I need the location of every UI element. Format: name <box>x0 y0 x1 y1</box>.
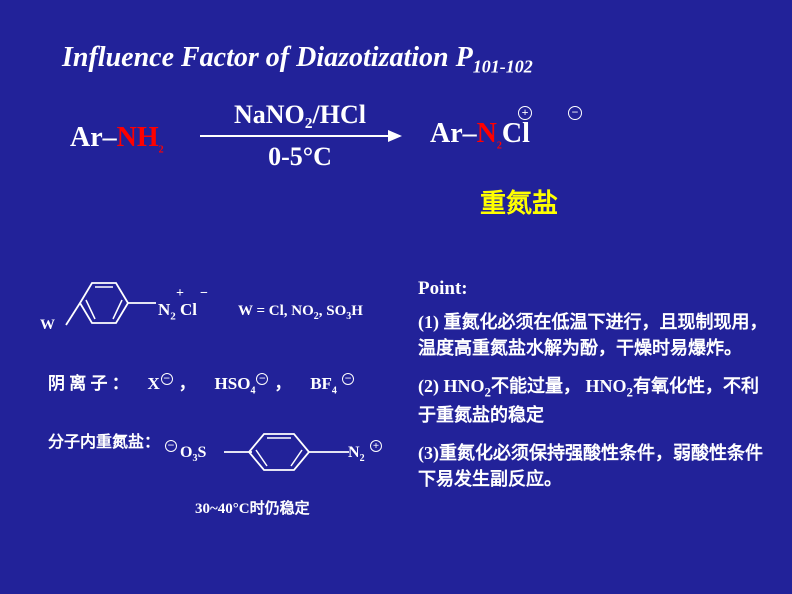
sulfonate-group: − O3S <box>180 444 206 464</box>
n2-plus-charge: + <box>176 286 184 302</box>
minus-charge-icon: − <box>165 440 177 452</box>
reactant: Ar–NH2 <box>70 122 164 156</box>
product: Ar–N2Cl <box>430 118 530 152</box>
nh2-group: NH2 <box>117 122 164 153</box>
anion-list: 阴 离 子 ： X−， HSO4−， BF4 − <box>48 369 410 396</box>
x-anion: X− <box>148 374 173 393</box>
points-header: Point: <box>418 275 773 303</box>
reagent-top: NaNO₂/HCl <box>210 100 390 130</box>
point-3: (3)重氮化必须保持强酸性条件，弱酸性条件下易发生副反应。 <box>418 440 773 492</box>
bf4-anion: BF4 − <box>310 374 354 393</box>
stability-note: 30~40°C时仍稳定 <box>195 497 410 518</box>
intra-salt-label: 分子内重氮盐： <box>48 428 160 452</box>
title-main: Influence Factor of Diazotization P <box>62 42 473 73</box>
slide-title: Influence Factor of Diazotization P101-1… <box>62 42 533 78</box>
w-definition: W = Cl, NO2, SO3H <box>238 303 363 322</box>
key-points: Point: (1) 重氮化必须在低温下进行，且现制现用，温度高重氮盐水解为酚，… <box>418 275 773 504</box>
negative-charge-icon: − <box>568 106 582 120</box>
point-1: (1) 重氮化必须在低温下进行，且现制现用，温度高重氮盐水解为酚，干燥时易爆炸。 <box>418 309 773 361</box>
minus-charge-icon: − <box>256 373 268 385</box>
condition-bottom: 0-5°C <box>210 142 390 172</box>
product-n2: N2 <box>477 118 502 149</box>
cl-minus-charge: − <box>200 286 208 302</box>
anion-label: 阴 离 子 ： <box>48 374 129 393</box>
minus-charge-icon: − <box>342 373 354 385</box>
para-benzene-icon <box>224 430 424 476</box>
arrow <box>200 135 400 137</box>
hso4-anion: HSO4− <box>215 374 269 393</box>
structure-diagram: W + − N2 Cl W = Cl, NO2, SO3H 阴 离 子 ： X−… <box>40 275 410 518</box>
diazonium-group: N2 + <box>348 444 365 464</box>
intramolecular-salt-row: 分子内重氮盐： − O3S N2 + <box>48 428 410 483</box>
ar-label: Ar– <box>70 122 117 153</box>
point-2: (2) HNO2不能过量， HNO2有氧化性，不利于重氮盐的稳定 <box>418 373 773 429</box>
positive-charge-icon: + <box>518 106 532 120</box>
diazonium-salt-label: 重氮盐 <box>480 183 558 220</box>
product-cl: Cl <box>502 118 530 149</box>
benzene-structure-row: W + − N2 Cl W = Cl, NO2, SO3H <box>40 275 410 347</box>
minus-charge-icon: − <box>161 373 173 385</box>
benzene-ring-icon <box>64 275 159 335</box>
n2cl-formula: + − N2 Cl <box>158 300 197 322</box>
title-sub: 101-102 <box>473 57 533 77</box>
product-ar: Ar– <box>430 118 477 149</box>
w-substituent-label: W <box>40 317 55 334</box>
reaction-equation: Ar–NH2 NaNO₂/HCl 0-5°C Ar–N2Cl + − <box>70 100 720 190</box>
